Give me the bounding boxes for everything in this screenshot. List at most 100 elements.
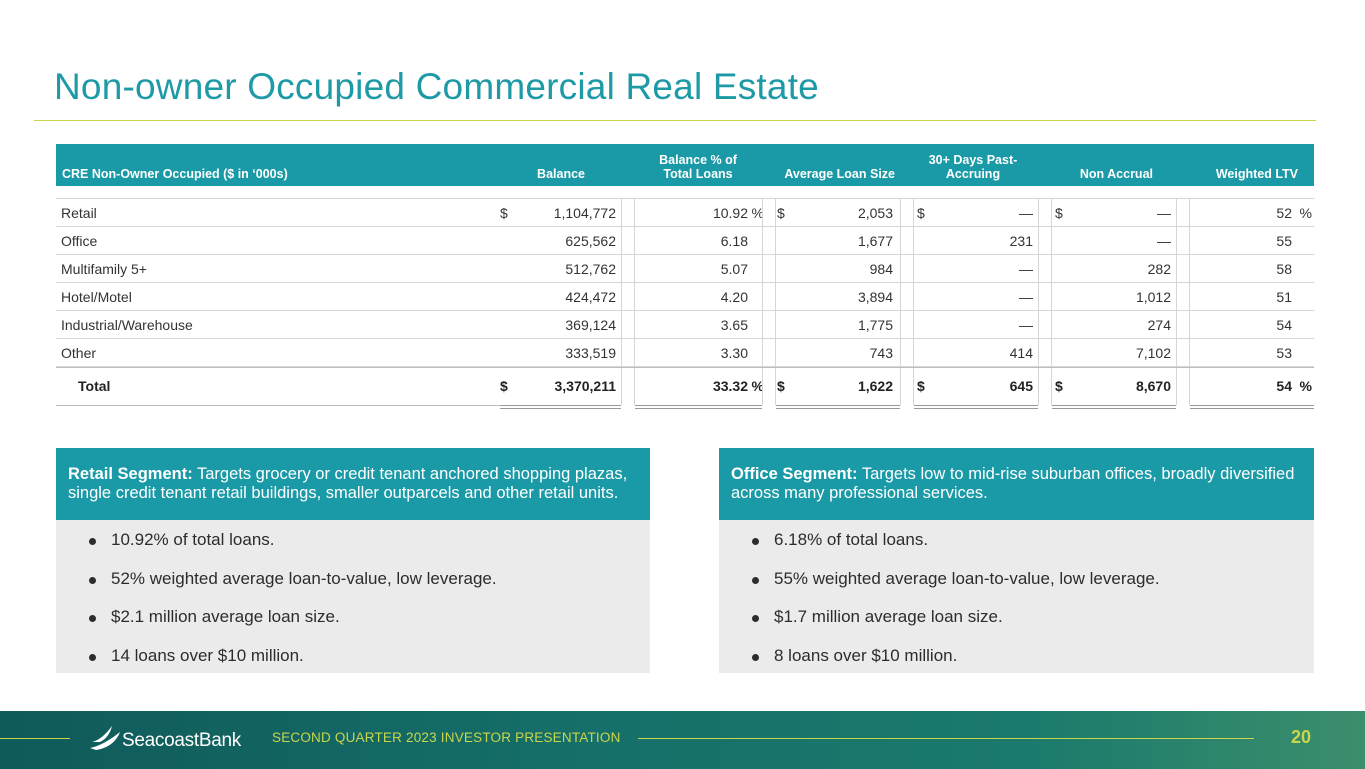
column-gap: [621, 283, 635, 311]
balance-currency: [500, 339, 514, 367]
row-divider: [56, 226, 1314, 227]
weighted-ltv-cell: 54: [1276, 317, 1292, 333]
row-label: Retail: [61, 205, 97, 221]
bullet-icon: [752, 615, 759, 622]
row-divider: [56, 254, 1314, 255]
column-gap: [762, 199, 776, 227]
bullet-icon: [752, 653, 759, 661]
retail-segment-label: Retail Segment:: [68, 465, 193, 483]
balance-pct-symbol: %: [751, 205, 764, 221]
page-number: 20: [1291, 727, 1312, 747]
non-accrual-cell: 7,102: [1135, 345, 1171, 361]
bullet-icon: [89, 576, 96, 584]
balance-pct-cell: 6.18: [720, 233, 748, 249]
balance-cell: 424,472: [565, 289, 616, 305]
past-due-currency: [917, 339, 931, 367]
bullet-text: 52% weighted average loan-to-value, low …: [111, 568, 497, 588]
list-item: 10.92% of total loans.: [56, 529, 650, 568]
non-accrual-currency: $: [1055, 378, 1063, 394]
footer-rule-right: [638, 738, 1254, 739]
balance-cell: 625,562: [565, 233, 616, 249]
balance-pct-cell: 10.92: [712, 205, 748, 221]
balance-currency: [500, 227, 514, 255]
bullet-text: $1.7 million average loan size.: [774, 607, 1003, 626]
bullet-icon: [89, 538, 96, 545]
non-accrual-cell: 8,670: [1135, 378, 1171, 394]
weighted-ltv-cell: 52: [1276, 205, 1292, 221]
past-due-cell: —: [1019, 317, 1033, 333]
balance-cell: 512,762: [565, 261, 616, 277]
avg-currency: $: [777, 205, 785, 221]
balance-currency: [500, 255, 514, 283]
column-gap: [900, 311, 914, 339]
column-gap: [1038, 283, 1052, 311]
column-gap: [762, 311, 776, 339]
office-segment-heading: Office Segment: Targets low to mid-rise …: [719, 448, 1314, 520]
total-bottom-rule: [56, 405, 500, 406]
balance-cell: 1,104,772: [553, 205, 616, 221]
list-item: 8 loans over $10 million.: [719, 645, 1314, 684]
avg-currency: [777, 283, 791, 311]
column-gap: [900, 339, 914, 367]
row-divider: [56, 310, 1314, 311]
bullet-icon: [89, 653, 96, 661]
retail-segment-description: Targets grocery or credit tenant anchore…: [68, 465, 628, 502]
weighted-ltv-cell: 51: [1276, 289, 1292, 305]
weighted-ltv-symbol: %: [1299, 205, 1312, 221]
avg-loan-cell: 743: [869, 345, 893, 361]
table-body: Retail $1,104,772 10.92% $2,053 $ — $ — 52% Offic…: [56, 198, 1314, 409]
past-due-cell: —: [1019, 289, 1033, 305]
row-label: Other: [61, 345, 97, 361]
column-gap: [1176, 227, 1190, 255]
column-gap: [900, 255, 914, 283]
column-gap: [762, 283, 776, 311]
column-gap: [621, 367, 635, 405]
non-accrual-currency: [1055, 311, 1069, 339]
column-gap: [1176, 367, 1190, 405]
presentation-title: SECOND QUARTER 2023 INVESTOR PRESENTATIO…: [272, 730, 621, 745]
non-accrual-cell: 282: [1147, 261, 1171, 277]
header-balance: Balance: [537, 167, 585, 181]
row-divider: [56, 338, 1314, 339]
balance-cell: 333,519: [565, 345, 616, 361]
total-top-rule: [56, 367, 1314, 368]
weighted-ltv-symbol: %: [1299, 378, 1312, 394]
bullet-text: 6.18% of total loans.: [774, 530, 929, 549]
header-balance-pct-line2: Total Loans: [663, 167, 733, 181]
past-due-currency: [917, 255, 931, 283]
list-item: $2.1 million average loan size.: [56, 606, 650, 645]
balance-pct-symbol: %: [751, 378, 764, 394]
table-row: Retail $1,104,772 10.92% $2,053 $ — $ — 52%: [56, 199, 1314, 227]
avg-currency: [777, 227, 791, 255]
page-title: Non-owner Occupied Commercial Real Estat…: [54, 66, 819, 107]
cre-table: CRE Non-Owner Occupied ($ in ‘000s) Bala…: [56, 144, 1314, 409]
column-gap: [900, 367, 914, 405]
office-segment-label: Office Segment:: [731, 465, 858, 483]
column-gap: [900, 227, 914, 255]
avg-loan-cell: 2,053: [857, 205, 893, 221]
past-due-cell: 231: [1009, 233, 1033, 249]
table-row: Other 333,519 3.30 743 414 7,102 53: [56, 339, 1314, 367]
office-segment-description: Targets low to mid-rise suburban offices…: [731, 465, 1295, 502]
column-gap: [621, 227, 635, 255]
balance-currency: $: [500, 378, 508, 394]
header-label: CRE Non-Owner Occupied ($ in ‘000s): [62, 167, 288, 181]
avg-loan-cell: 1,775: [857, 317, 893, 333]
list-item: 6.18% of total loans.: [719, 529, 1314, 568]
row-divider: [56, 282, 1314, 283]
weighted-ltv-symbol: [1296, 311, 1312, 339]
weighted-ltv-symbol: [1296, 283, 1312, 311]
past-due-cell: —: [1019, 261, 1033, 277]
balance-currency: $: [500, 205, 508, 221]
office-segment-box: Office Segment: Targets low to mid-rise …: [719, 448, 1314, 673]
non-accrual-cell: —: [1157, 205, 1171, 221]
non-accrual-currency: [1055, 227, 1069, 255]
list-item: $1.7 million average loan size.: [719, 606, 1314, 645]
weighted-ltv-symbol: [1296, 339, 1312, 367]
balance-pct-cell: 5.07: [720, 261, 748, 277]
column-gap: [621, 199, 635, 227]
seacoast-bird-icon: [90, 726, 120, 750]
past-due-cell: 414: [1009, 345, 1033, 361]
footer-rule-left: [0, 738, 70, 739]
avg-loan-cell: 3,894: [857, 289, 893, 305]
